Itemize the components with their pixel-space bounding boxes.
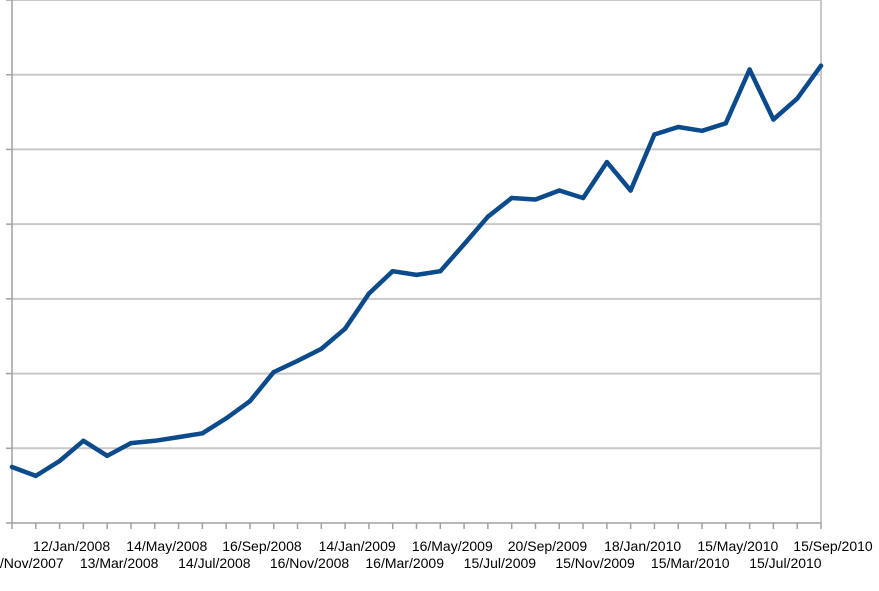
data-point bbox=[104, 453, 110, 458]
data-point bbox=[557, 188, 562, 193]
data-point bbox=[152, 438, 157, 444]
data-point bbox=[271, 369, 276, 375]
axes bbox=[6, 0, 822, 529]
data-point bbox=[176, 434, 181, 440]
x-tick-label: 16/Mar/2009 bbox=[365, 555, 444, 571]
data-point bbox=[461, 242, 467, 247]
x-tick-label: 13/Mar/2008 bbox=[80, 555, 159, 571]
x-tick-label: 15/Mar/2010 bbox=[651, 555, 730, 571]
x-tick-label: 16/May/2009 bbox=[412, 538, 493, 554]
data-point bbox=[414, 272, 419, 278]
data-point bbox=[319, 346, 324, 352]
x-tick-label: 16/Sep/2008 bbox=[222, 538, 302, 554]
x-tick-label: 14/May/2008 bbox=[126, 538, 207, 554]
x-tick-label: 15/Jul/2010 bbox=[749, 555, 822, 571]
x-tick-label: 12/Jan/2008 bbox=[33, 538, 110, 554]
data-point bbox=[247, 399, 253, 404]
data-point bbox=[485, 214, 491, 219]
data-point bbox=[342, 326, 348, 331]
x-tick-label: 16/Nov/2008 bbox=[270, 555, 350, 571]
data-point bbox=[580, 195, 586, 201]
data-point bbox=[223, 416, 229, 421]
data-point bbox=[533, 197, 538, 202]
data-point bbox=[57, 458, 62, 464]
x-tick-label: 18/Jan/2010 bbox=[604, 538, 681, 554]
x-tick-label: 15/Sep/2010 bbox=[793, 538, 873, 554]
x-tick-label: 20/Sep/2009 bbox=[508, 538, 588, 554]
data-point bbox=[200, 431, 205, 436]
data-point bbox=[128, 440, 134, 446]
x-tick-label: 12/Nov/2007 bbox=[0, 555, 64, 571]
data-point bbox=[676, 124, 681, 130]
data-point bbox=[509, 195, 514, 201]
series-layer bbox=[9, 63, 824, 479]
x-tick-label: 15/Jul/2009 bbox=[464, 555, 537, 571]
data-point bbox=[438, 269, 443, 274]
data-point bbox=[699, 128, 705, 133]
data-point bbox=[628, 188, 633, 193]
x-tick-label: 15/Nov/2009 bbox=[555, 555, 635, 571]
data-point bbox=[366, 291, 372, 296]
gridlines bbox=[12, 0, 822, 523]
x-tick-labels: 12/Nov/200712/Jan/200813/Mar/200814/May/… bbox=[0, 538, 873, 571]
data-point bbox=[771, 117, 776, 122]
data-point bbox=[390, 269, 395, 274]
data-point bbox=[604, 159, 610, 165]
data-point bbox=[33, 473, 38, 479]
data-point bbox=[81, 438, 86, 444]
data-point bbox=[795, 96, 800, 101]
x-tick-label: 14/Jan/2009 bbox=[319, 538, 396, 554]
x-tick-label: 15/May/2010 bbox=[697, 538, 778, 554]
data-point bbox=[9, 464, 15, 470]
data-point bbox=[747, 67, 752, 72]
series-line bbox=[9, 63, 824, 479]
data-point bbox=[295, 358, 300, 364]
data-point bbox=[652, 132, 657, 137]
data-point bbox=[818, 63, 824, 68]
x-tick-label: 14/Jul/2008 bbox=[178, 555, 251, 571]
data-point bbox=[723, 121, 729, 126]
